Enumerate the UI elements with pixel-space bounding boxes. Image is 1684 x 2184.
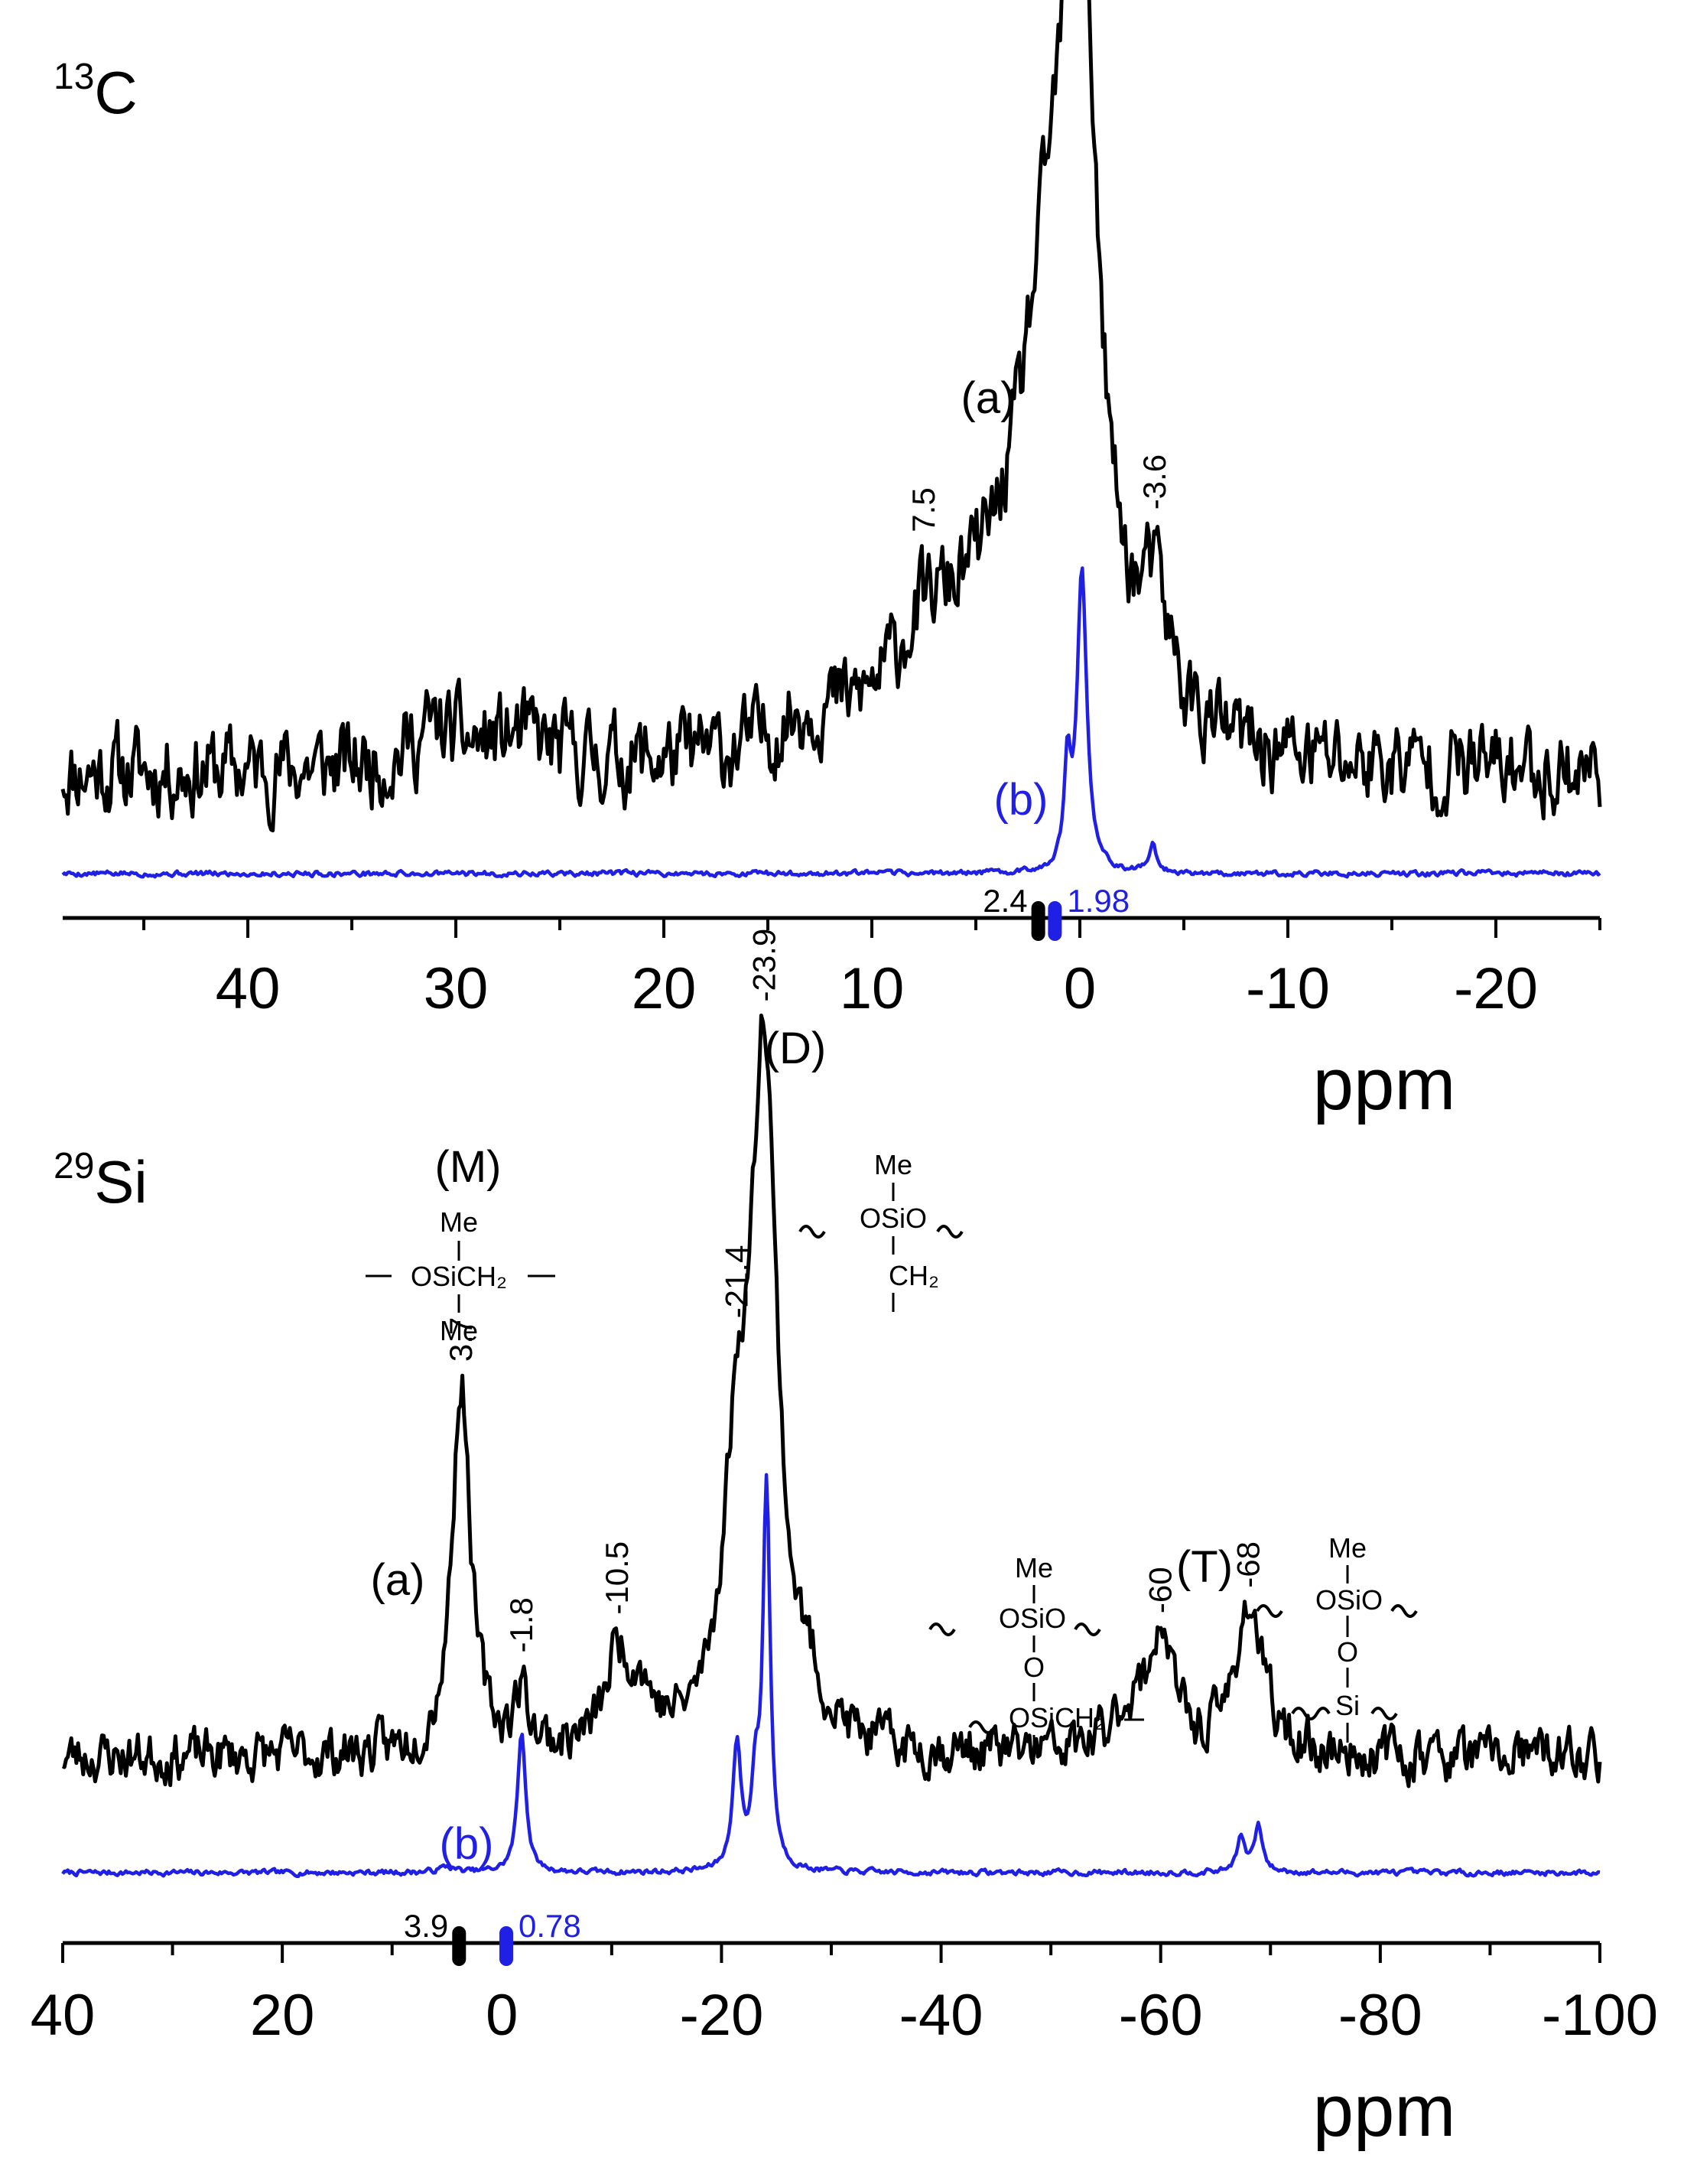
- structure-t1-link: O: [1023, 1652, 1045, 1683]
- x-tick-label: -100: [1542, 1983, 1658, 2048]
- c13-x-ticks: [142, 918, 1601, 938]
- structure-d-bottom: CH₂: [889, 1260, 939, 1291]
- x-tick-label: 0: [486, 1983, 518, 2048]
- x-tick-label: -20: [680, 1983, 764, 2048]
- structure-d-mid: OSiO: [860, 1203, 927, 1234]
- reference-marker: [1031, 901, 1045, 941]
- si29-x-tick-labels: 40 20 0 -20 -40 -60 -80 -100: [31, 1983, 1658, 2048]
- reference-label: 0.78: [519, 1908, 581, 1944]
- peak-label: -10.5: [599, 1541, 635, 1615]
- reference-marker: [499, 1926, 514, 1966]
- si29-panel: 29Si 40 20 0 -20 -40 -60 -80 -100 3.7-1.8-10.5-…: [31, 929, 1658, 2152]
- si29-reference-markers: 3.9 0.78: [404, 1908, 581, 1966]
- c13-series-b-label: (b): [994, 775, 1048, 825]
- si29-peak-labels: 3.7 -1.8 -10.5 -21.4 -23.9 -60 -68: [443, 929, 1266, 1653]
- x-tick-label: 40: [31, 1983, 96, 2048]
- c13-series: [60, 0, 1602, 879]
- peak-label: -68: [1230, 1541, 1266, 1588]
- structure-m-top: Me: [440, 1206, 478, 1238]
- peak-label: 3.7: [443, 1317, 479, 1362]
- reference-label: 2.4: [983, 883, 1027, 919]
- structure-m-bottom: Me: [440, 1315, 478, 1346]
- peak-label: -3.6: [1136, 454, 1172, 509]
- x-tick-label: 30: [424, 956, 489, 1021]
- reference-marker: [452, 1926, 467, 1966]
- x-tick-label: 40: [216, 956, 281, 1021]
- reference-label: 1.98: [1067, 883, 1130, 919]
- structure-t2-top: Me: [1328, 1532, 1367, 1564]
- series-line-a: [61, 1014, 1602, 1789]
- c13-reference-markers: 2.4 1.98: [983, 883, 1130, 941]
- x-tick-label: -40: [899, 1983, 983, 2048]
- c13-peak-labels: 0.021.457.5-3.6: [905, 454, 1172, 532]
- structure-t1-bottom: OSiCH₂: [1009, 1702, 1105, 1733]
- group-t-label: (T): [1176, 1542, 1233, 1592]
- structure-m-mid: OSiCH₂: [411, 1261, 507, 1292]
- structure-t2: Me OSiO O Si: [1256, 1532, 1418, 1743]
- structure-d-top: Me: [874, 1149, 912, 1180]
- structure-t1-top: Me: [1015, 1552, 1053, 1583]
- x-tick-label: 20: [632, 956, 697, 1021]
- structure-t2-link: O: [1337, 1636, 1358, 1668]
- c13-x-tick-labels: 40 30 20 10 0 -10 -20: [216, 956, 1538, 1021]
- group-m-label: (M): [435, 1142, 502, 1192]
- peak-label: -1.8: [503, 1597, 539, 1652]
- c13-series-a-label: (a): [961, 373, 1016, 423]
- peak-label: -21.4: [719, 1245, 755, 1319]
- x-tick-label: -80: [1338, 1983, 1422, 2048]
- series-line-a: [60, 0, 1602, 833]
- c13-nucleus-label: 13C: [54, 57, 138, 126]
- series-line-b: [61, 1473, 1601, 1879]
- si29-x-axis-label: ppm: [1313, 2070, 1456, 2152]
- si29-x-ticks: [61, 1943, 1601, 1963]
- c13-x-axis-label: ppm: [1313, 1043, 1456, 1125]
- peak-label: 7.5: [905, 487, 941, 532]
- structure-t2-mid: OSiO: [1315, 1584, 1383, 1616]
- x-tick-label: -10: [1246, 956, 1330, 1021]
- peak-label: -23.9: [746, 929, 782, 1002]
- group-d-label: (D): [765, 1024, 827, 1073]
- reference-label: 3.9: [404, 1908, 448, 1944]
- structure-t1-mid: OSiO: [999, 1603, 1066, 1634]
- si29-series-a-label: (a): [371, 1555, 425, 1605]
- structure-t2-bottom: Si: [1335, 1690, 1360, 1721]
- structure-m: Me OSiCH₂ Me: [366, 1206, 555, 1346]
- si29-series-b-label: (b): [440, 1819, 494, 1869]
- si29-nucleus-label: 29Si: [54, 1146, 148, 1216]
- x-tick-label: -20: [1454, 956, 1538, 1021]
- structure-d: Me OSiO CH₂: [798, 1149, 964, 1312]
- series-line-b: [61, 566, 1601, 879]
- x-tick-label: 0: [1064, 956, 1096, 1021]
- x-tick-label: 20: [250, 1983, 315, 2048]
- si29-series: [61, 1014, 1602, 1879]
- reference-marker: [1048, 901, 1062, 941]
- x-tick-label: 10: [840, 956, 905, 1021]
- x-tick-label: -60: [1119, 1983, 1203, 2048]
- peak-label: -60: [1143, 1567, 1178, 1613]
- structure-t1: Me OSiO O OSiCH₂: [928, 1552, 1144, 1756]
